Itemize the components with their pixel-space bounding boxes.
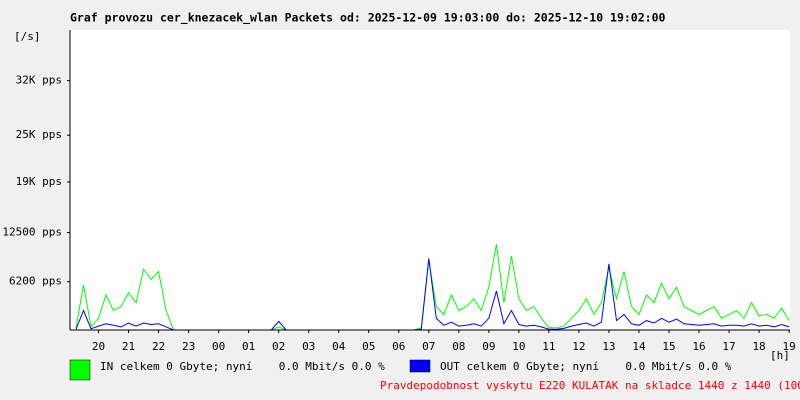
legend-swatch: [69, 359, 91, 381]
x-tick-label: 10: [512, 340, 525, 353]
x-tick-label: 19: [782, 340, 795, 353]
x-tick-label: 07: [422, 340, 435, 353]
x-tick-label: 00: [212, 340, 225, 353]
x-tick-label: 13: [602, 340, 615, 353]
y-tick-label: 19K pps: [16, 175, 62, 188]
x-tick-label: 04: [332, 340, 346, 353]
y-tick-label: 32K pps: [16, 74, 62, 87]
x-tick-label: 01: [242, 340, 255, 353]
x-tick-label: 23: [182, 340, 195, 353]
x-tick-label: 08: [452, 340, 465, 353]
y-tick-label: 25K pps: [16, 128, 62, 141]
x-tick-label: 11: [542, 340, 555, 353]
legend-swatch: [409, 359, 431, 373]
chart-title: Graf provozu cer_knezacek_wlan Packets o…: [70, 11, 666, 26]
y-tick-label: 12500 pps: [2, 226, 62, 239]
y-tick-label: 6200 pps: [9, 275, 62, 288]
x-tick-label: 18: [752, 340, 765, 353]
x-tick-label: 05: [362, 340, 375, 353]
x-tick-label: 21: [122, 340, 135, 353]
x-tick-label: 02: [272, 340, 285, 353]
plot-area: [70, 30, 790, 330]
y-axis-label: [/s]: [14, 30, 41, 43]
x-tick-label: 09: [482, 340, 495, 353]
x-axis-label: [h]: [770, 349, 790, 362]
x-tick-label: 15: [662, 340, 675, 353]
x-tick-label: 17: [722, 340, 735, 353]
legend-label: IN celkem 0 Gbyte; nyní 0.0 Mbit/s 0.0 %: [100, 360, 385, 373]
x-tick-label: 12: [572, 340, 585, 353]
x-tick-label: 20: [92, 340, 105, 353]
x-tick-label: 14: [632, 340, 646, 353]
note: Pravdepodobnost vyskytu E220 KULATAK na …: [380, 379, 800, 392]
x-tick-label: 06: [392, 340, 405, 353]
legend-label: OUT celkem 0 Gbyte; nyní 0.0 Mbit/s 0.0 …: [440, 360, 732, 373]
x-tick-label: 22: [152, 340, 165, 353]
x-tick-label: 16: [692, 340, 705, 353]
x-tick-label: 03: [302, 340, 315, 353]
